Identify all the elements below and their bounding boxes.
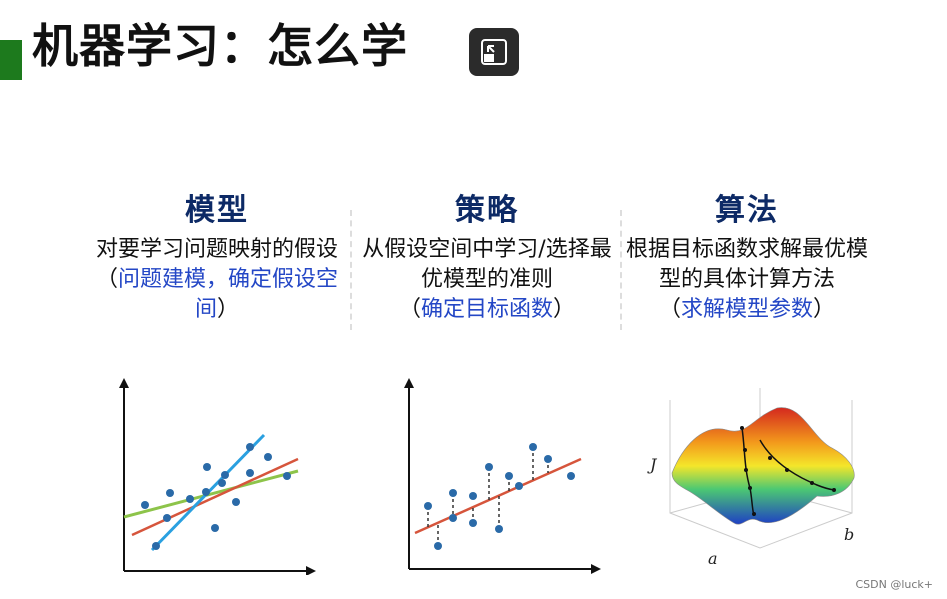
descent-point xyxy=(748,486,752,490)
data-point xyxy=(246,443,254,451)
data-point xyxy=(529,443,537,451)
algorithm-column: 算法 根据目标函数求解最优模型的具体计算方法 （求解模型参数） xyxy=(622,185,872,325)
data-point xyxy=(246,469,254,477)
algorithm-description: 根据目标函数求解最优模型的具体计算方法 （求解模型参数） xyxy=(625,237,868,322)
strategy-heading: 策略 xyxy=(455,193,519,228)
page-title: 机器学习：怎么学 xyxy=(32,19,408,73)
data-point xyxy=(232,498,240,506)
data-point xyxy=(283,472,291,480)
data-point xyxy=(424,502,432,510)
data-point xyxy=(218,479,226,487)
data-point xyxy=(163,514,171,522)
surface xyxy=(671,407,855,525)
data-point xyxy=(544,455,552,463)
model-heading: 模型 xyxy=(185,193,249,228)
axis-label-b: b xyxy=(844,525,854,544)
hypothesis-chart xyxy=(119,378,316,575)
data-point xyxy=(449,489,457,497)
fit-line-red xyxy=(414,457,582,535)
objective-chart xyxy=(404,378,601,574)
y-axis-arrow xyxy=(404,378,414,388)
y-axis-arrow xyxy=(119,378,129,388)
strategy-description: 从假设空间中学习/选择最优模型的准则 （确定目标函数） xyxy=(362,237,612,322)
descent-point xyxy=(785,468,789,472)
data-points xyxy=(424,443,575,550)
data-point xyxy=(434,542,442,550)
data-point xyxy=(515,482,523,490)
data-point xyxy=(485,463,493,471)
data-point xyxy=(166,489,174,497)
descent-point xyxy=(743,448,747,452)
x-axis-arrow xyxy=(591,564,601,574)
data-point xyxy=(141,501,149,509)
data-point xyxy=(469,519,477,527)
data-point xyxy=(567,472,575,480)
accent-bar xyxy=(0,40,22,80)
data-point xyxy=(152,542,160,550)
loss-surface-chart: J a b xyxy=(647,388,855,568)
axis-label-j: J xyxy=(647,455,658,474)
data-point xyxy=(264,453,272,461)
data-point xyxy=(221,471,229,479)
separator-1 xyxy=(350,210,352,330)
data-point xyxy=(202,488,210,496)
data-point xyxy=(203,463,211,471)
descent-points xyxy=(740,426,836,516)
model-column: 模型 对要学习问题映射的假设（问题建模，确定假设空间） xyxy=(92,185,342,325)
watermark: CSDN @luck+ xyxy=(855,578,933,591)
expand-icon xyxy=(481,39,507,65)
descent-point xyxy=(744,468,748,472)
data-point xyxy=(211,524,219,532)
descent-point xyxy=(768,456,772,460)
descent-point xyxy=(832,488,836,492)
data-point xyxy=(469,492,477,500)
axis-label-a: a xyxy=(708,549,718,568)
descent-point xyxy=(740,426,744,430)
data-point xyxy=(505,472,513,480)
descent-point xyxy=(810,481,814,485)
algorithm-heading: 算法 xyxy=(715,193,779,228)
expand-button[interactable] xyxy=(469,28,519,76)
separator-2 xyxy=(620,210,622,330)
model-description: 对要学习问题映射的假设（问题建模，确定假设空间） xyxy=(95,237,339,322)
data-point xyxy=(449,514,457,522)
descent-path xyxy=(759,439,835,491)
data-point xyxy=(495,525,503,533)
residual-lines xyxy=(427,447,549,546)
descent-point xyxy=(752,512,756,516)
fit-line-green xyxy=(123,469,299,519)
fit-line-red xyxy=(131,457,299,537)
x-axis-arrow xyxy=(306,566,316,575)
strategy-column: 策略 从假设空间中学习/选择最优模型的准则 （确定目标函数） xyxy=(362,185,612,325)
data-point xyxy=(186,495,194,503)
data-points xyxy=(141,443,291,550)
